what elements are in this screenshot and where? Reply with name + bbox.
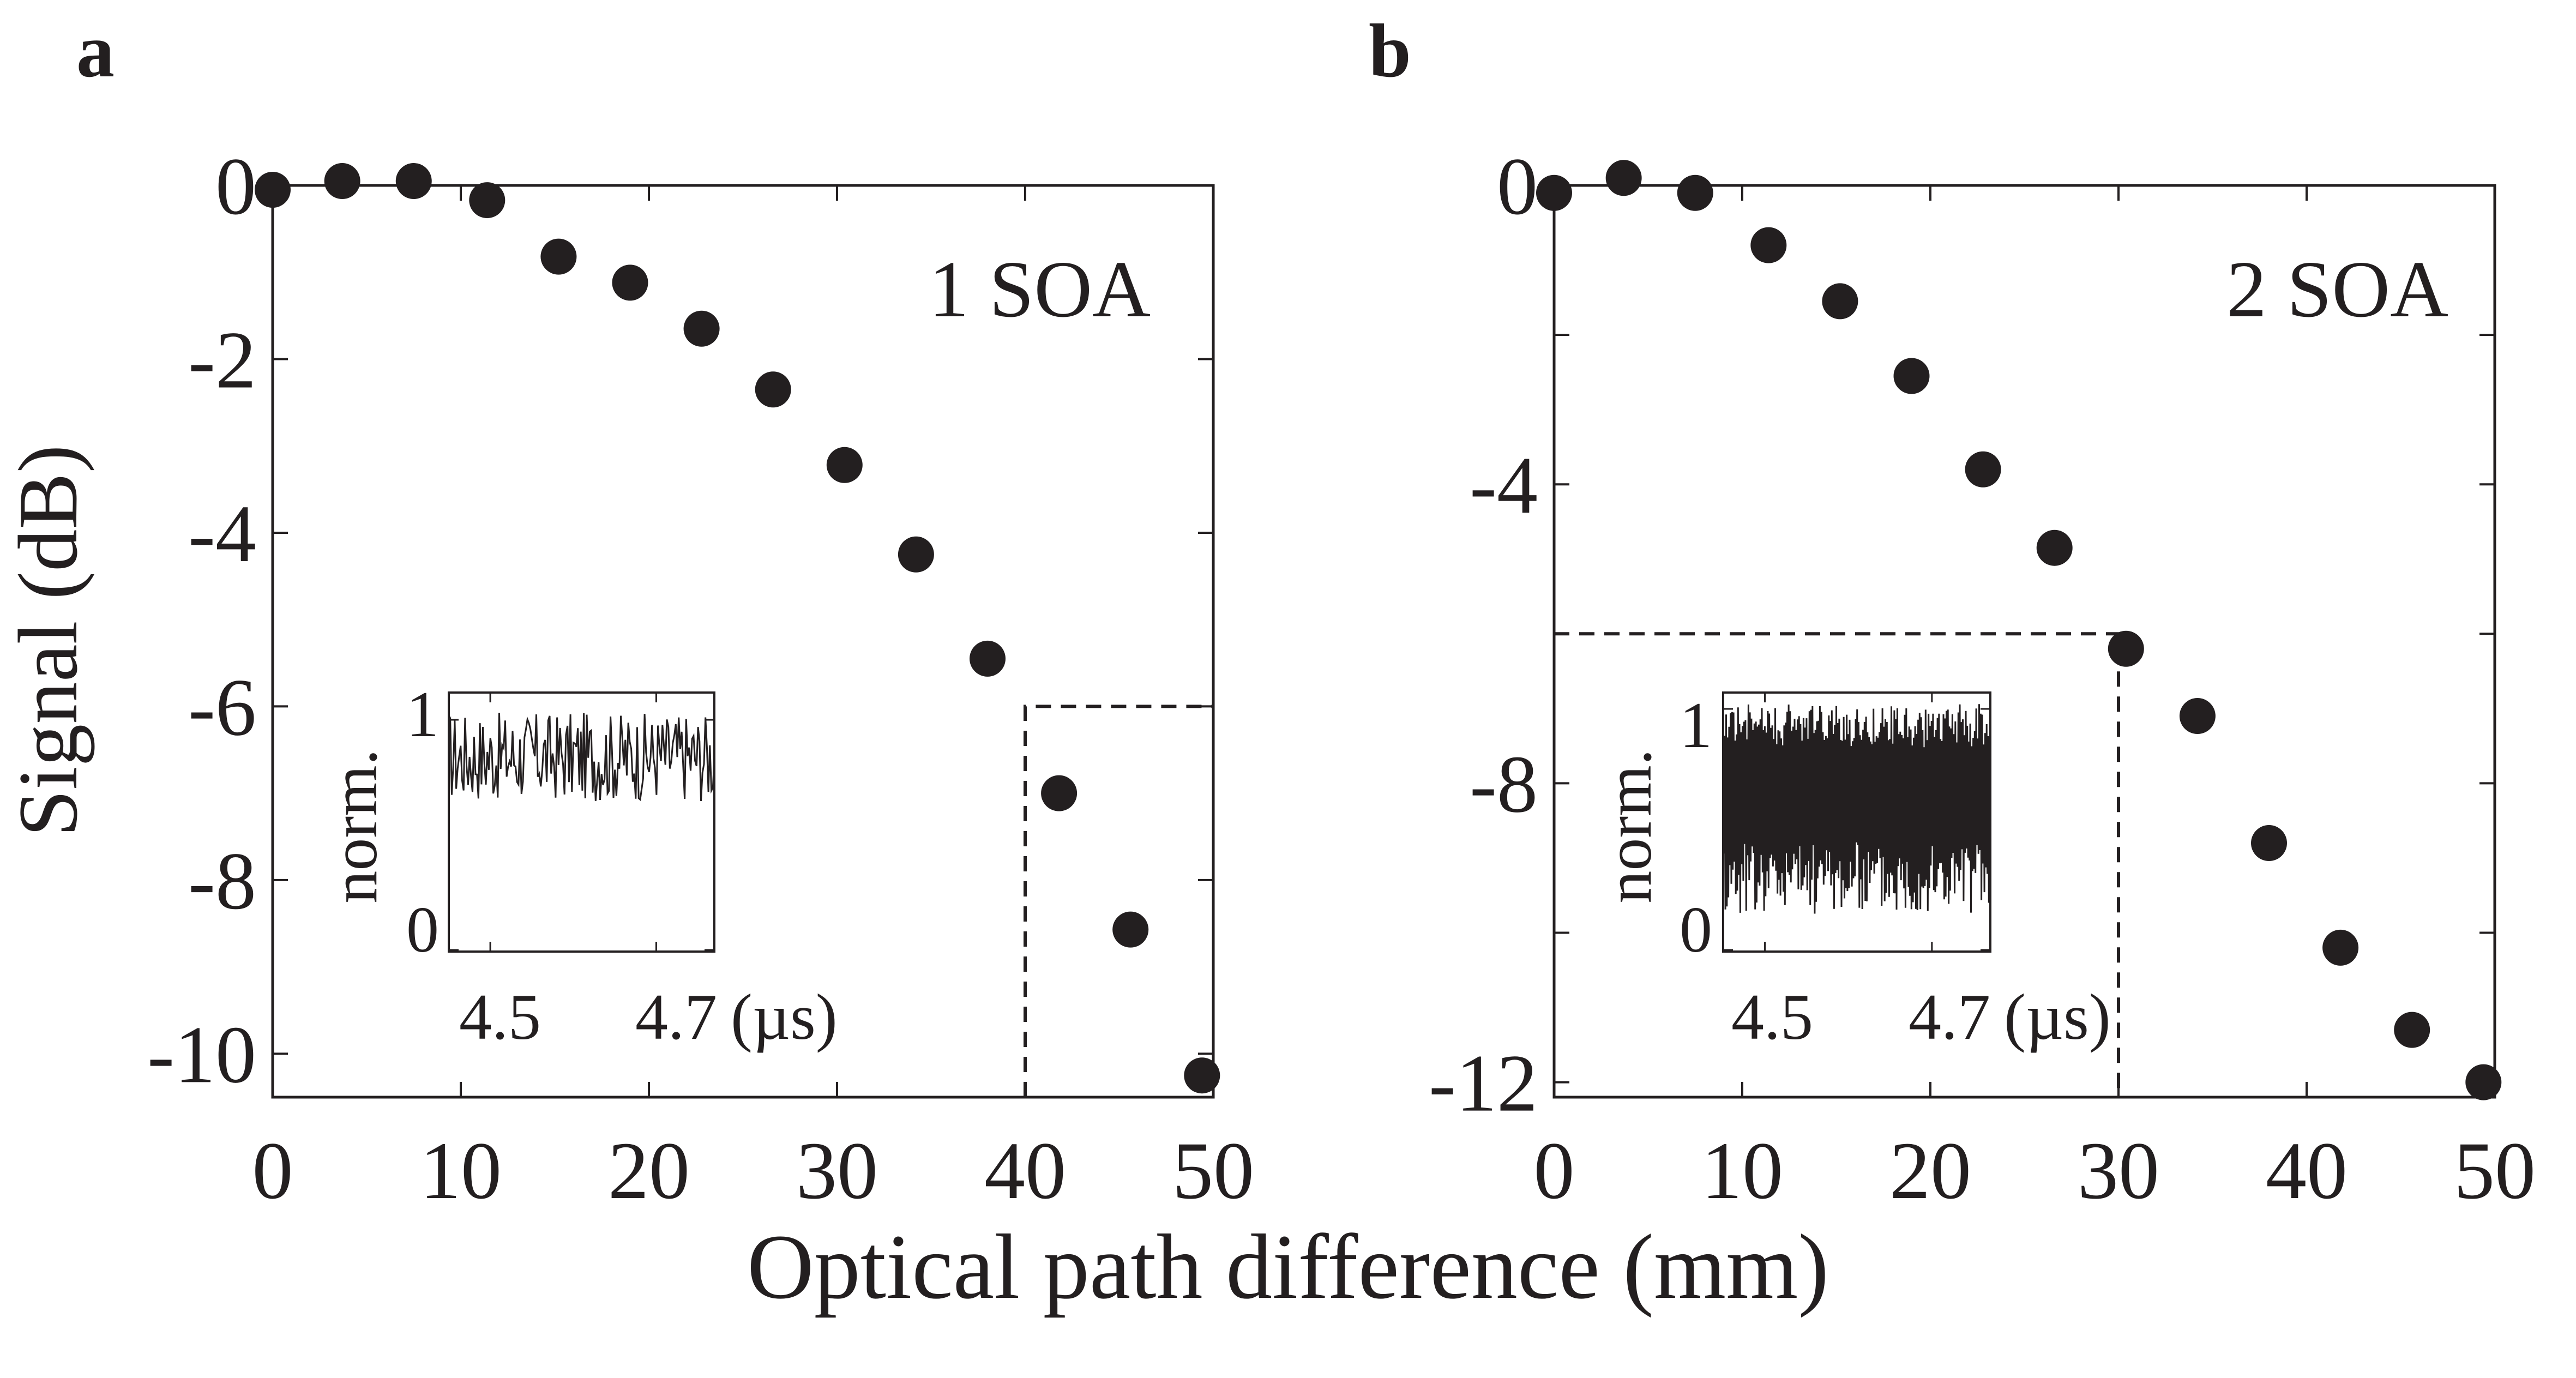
data-point bbox=[826, 447, 863, 483]
y-tick-label: 0 bbox=[215, 141, 256, 232]
x-tick-label: 50 bbox=[1172, 1126, 1254, 1216]
panel-a-dashed-box bbox=[1024, 705, 1213, 1097]
panel-a-data-points bbox=[255, 163, 1220, 1094]
x-tick-label: 20 bbox=[1889, 1126, 1971, 1216]
x-tick-label: 20 bbox=[608, 1126, 690, 1216]
y-axis-label: Signal (dB) bbox=[1, 445, 95, 837]
y-tick-label: -8 bbox=[188, 836, 256, 926]
data-point bbox=[2036, 529, 2073, 566]
data-point bbox=[755, 371, 791, 408]
x-tick-label: 10 bbox=[420, 1126, 502, 1216]
x-axis-label: Optical path difference (mm) bbox=[747, 1215, 1829, 1318]
data-point bbox=[324, 163, 360, 200]
y-tick-label: -12 bbox=[1429, 1038, 1538, 1129]
data-point bbox=[1184, 1057, 1220, 1094]
panel-b-annotation: 2 SOA bbox=[2226, 245, 2448, 334]
data-point bbox=[2465, 1064, 2502, 1100]
data-point bbox=[2179, 698, 2216, 735]
data-point bbox=[1677, 174, 1713, 211]
data-point bbox=[1112, 911, 1149, 948]
panel-b-inset-ticks bbox=[1723, 693, 1990, 952]
panel-a-inset-xtick-4-5: 4.5 bbox=[459, 980, 541, 1053]
panel-b-inset: 1 0 norm. 4.5 4.7 (µs) bbox=[1592, 689, 2111, 1053]
data-point bbox=[1750, 227, 1787, 263]
x-tick-label: 50 bbox=[2454, 1126, 2536, 1216]
panel-b-inset-ytick-0: 0 bbox=[1680, 893, 1712, 966]
panel-a-label: a bbox=[76, 9, 115, 93]
panel-b-axes-frame bbox=[1552, 184, 2496, 1099]
panel-a-axes-frame bbox=[271, 184, 1215, 1099]
data-point bbox=[1536, 174, 1572, 211]
y-tick-label: -4 bbox=[188, 489, 256, 579]
y-tick-label: -6 bbox=[188, 662, 256, 753]
data-point bbox=[1041, 775, 1078, 811]
panel-a-inset-ytick-1: 1 bbox=[406, 678, 439, 750]
data-point bbox=[2251, 825, 2287, 862]
data-point bbox=[898, 536, 934, 573]
data-point bbox=[1605, 160, 1642, 196]
x-tick-label: 40 bbox=[2266, 1126, 2348, 1216]
data-point bbox=[970, 640, 1006, 677]
panel-b-inset-ytick-1: 1 bbox=[1680, 689, 1712, 761]
data-point bbox=[1965, 451, 2001, 488]
data-point bbox=[540, 238, 577, 275]
x-tick-label: 30 bbox=[796, 1126, 878, 1216]
y-tick-label: -2 bbox=[188, 315, 256, 405]
panel-a-annotation: 1 SOA bbox=[929, 245, 1151, 334]
panel-a-inset: 1 0 norm. 4.5 4.7 (µs) bbox=[318, 678, 838, 1053]
data-point bbox=[255, 171, 291, 208]
x-tick-label: 0 bbox=[252, 1126, 293, 1216]
panel-b-inset-xtick-4-5: 4.5 bbox=[1731, 980, 1813, 1053]
data-point bbox=[395, 163, 432, 200]
y-tick-label: -8 bbox=[1470, 739, 1538, 829]
data-point bbox=[2394, 1012, 2430, 1048]
panel-a-inset-xunit: (µs) bbox=[731, 980, 838, 1053]
x-tick-label: 40 bbox=[984, 1126, 1066, 1216]
x-tick-label: 10 bbox=[1701, 1126, 1783, 1216]
data-point bbox=[683, 310, 720, 347]
x-tick-label: 0 bbox=[1534, 1126, 1575, 1216]
data-point bbox=[1893, 358, 1930, 394]
panel-a-tick-labels: 0 10 20 30 40 500-2-4-6-8-10 bbox=[147, 141, 1254, 1216]
panel-b-inset-xtick-4-7: 4.7 bbox=[1909, 980, 1990, 1053]
data-point bbox=[2322, 929, 2359, 966]
data-point bbox=[1822, 283, 1858, 320]
x-tick-label: 30 bbox=[2078, 1126, 2159, 1216]
panel-b: b 0 10 20 30 40 500-4-8-12 2 SOA 1 0 norm. 4.… bbox=[1369, 9, 2536, 1216]
y-tick-label: -10 bbox=[147, 1009, 256, 1100]
panel-a-inset-ytick-0: 0 bbox=[406, 893, 439, 966]
panel-a-inset-ylabel: norm. bbox=[318, 749, 390, 903]
panel-b-inset-xunit: (µs) bbox=[2004, 980, 2111, 1053]
y-tick-label: 0 bbox=[1497, 141, 1538, 232]
panel-a-inset-signal bbox=[448, 713, 715, 802]
data-point bbox=[469, 182, 505, 219]
data-point bbox=[612, 264, 648, 301]
panel-a: a 0 10 20 30 40 500-2-4-6-8-10 1 SOA 1 0 norm… bbox=[76, 9, 1254, 1216]
panel-b-tick-labels: 0 10 20 30 40 500-4-8-12 bbox=[1429, 141, 2536, 1216]
panel-b-label: b bbox=[1369, 9, 1411, 93]
data-point bbox=[2108, 630, 2144, 667]
panel-b-inset-ylabel: norm. bbox=[1592, 749, 1665, 903]
y-tick-label: -4 bbox=[1470, 440, 1538, 531]
panel-b-inset-signal bbox=[1722, 704, 1991, 914]
panel-b-data-points bbox=[1536, 160, 2502, 1100]
panel-a-inset-xtick-4-7: 4.7 bbox=[635, 980, 717, 1053]
